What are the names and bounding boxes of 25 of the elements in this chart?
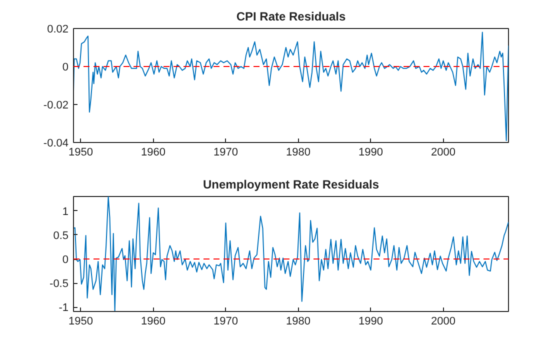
- x-tick-label: 1950: [68, 146, 93, 158]
- y-tick-label: 1: [62, 206, 69, 218]
- y-tick-label: -1: [58, 302, 68, 314]
- x-tick-label: 1960: [141, 146, 166, 158]
- x-tick-label: 1970: [214, 316, 238, 328]
- chart-title: Unemployment Rate Residuals: [202, 178, 380, 192]
- x-tick-label: 2000: [431, 316, 456, 328]
- y-tick-label: 0: [62, 62, 69, 74]
- y-tick-label: 0: [62, 254, 69, 266]
- y-tick-label: -0.02: [43, 100, 69, 112]
- x-tick-label: 1990: [358, 316, 383, 328]
- x-tick-label: 1980: [286, 316, 310, 328]
- line-series: [74, 32, 508, 142]
- x-tick-label: 1980: [286, 146, 310, 158]
- x-tick-label: 1950: [68, 316, 93, 328]
- y-tick-label: 0.02: [47, 24, 69, 36]
- y-tick-label: -0.04: [43, 138, 69, 150]
- x-tick-label: 1960: [141, 316, 166, 328]
- x-tick-label: 1970: [214, 146, 238, 158]
- x-tick-label: 2000: [431, 146, 456, 158]
- y-tick-label: -0.5: [50, 278, 69, 290]
- y-tick-label: 0.5: [53, 230, 69, 242]
- x-tick-label: 1990: [358, 146, 383, 158]
- chart-title: CPI Rate Residuals: [236, 10, 346, 24]
- line-series: [74, 196, 508, 312]
